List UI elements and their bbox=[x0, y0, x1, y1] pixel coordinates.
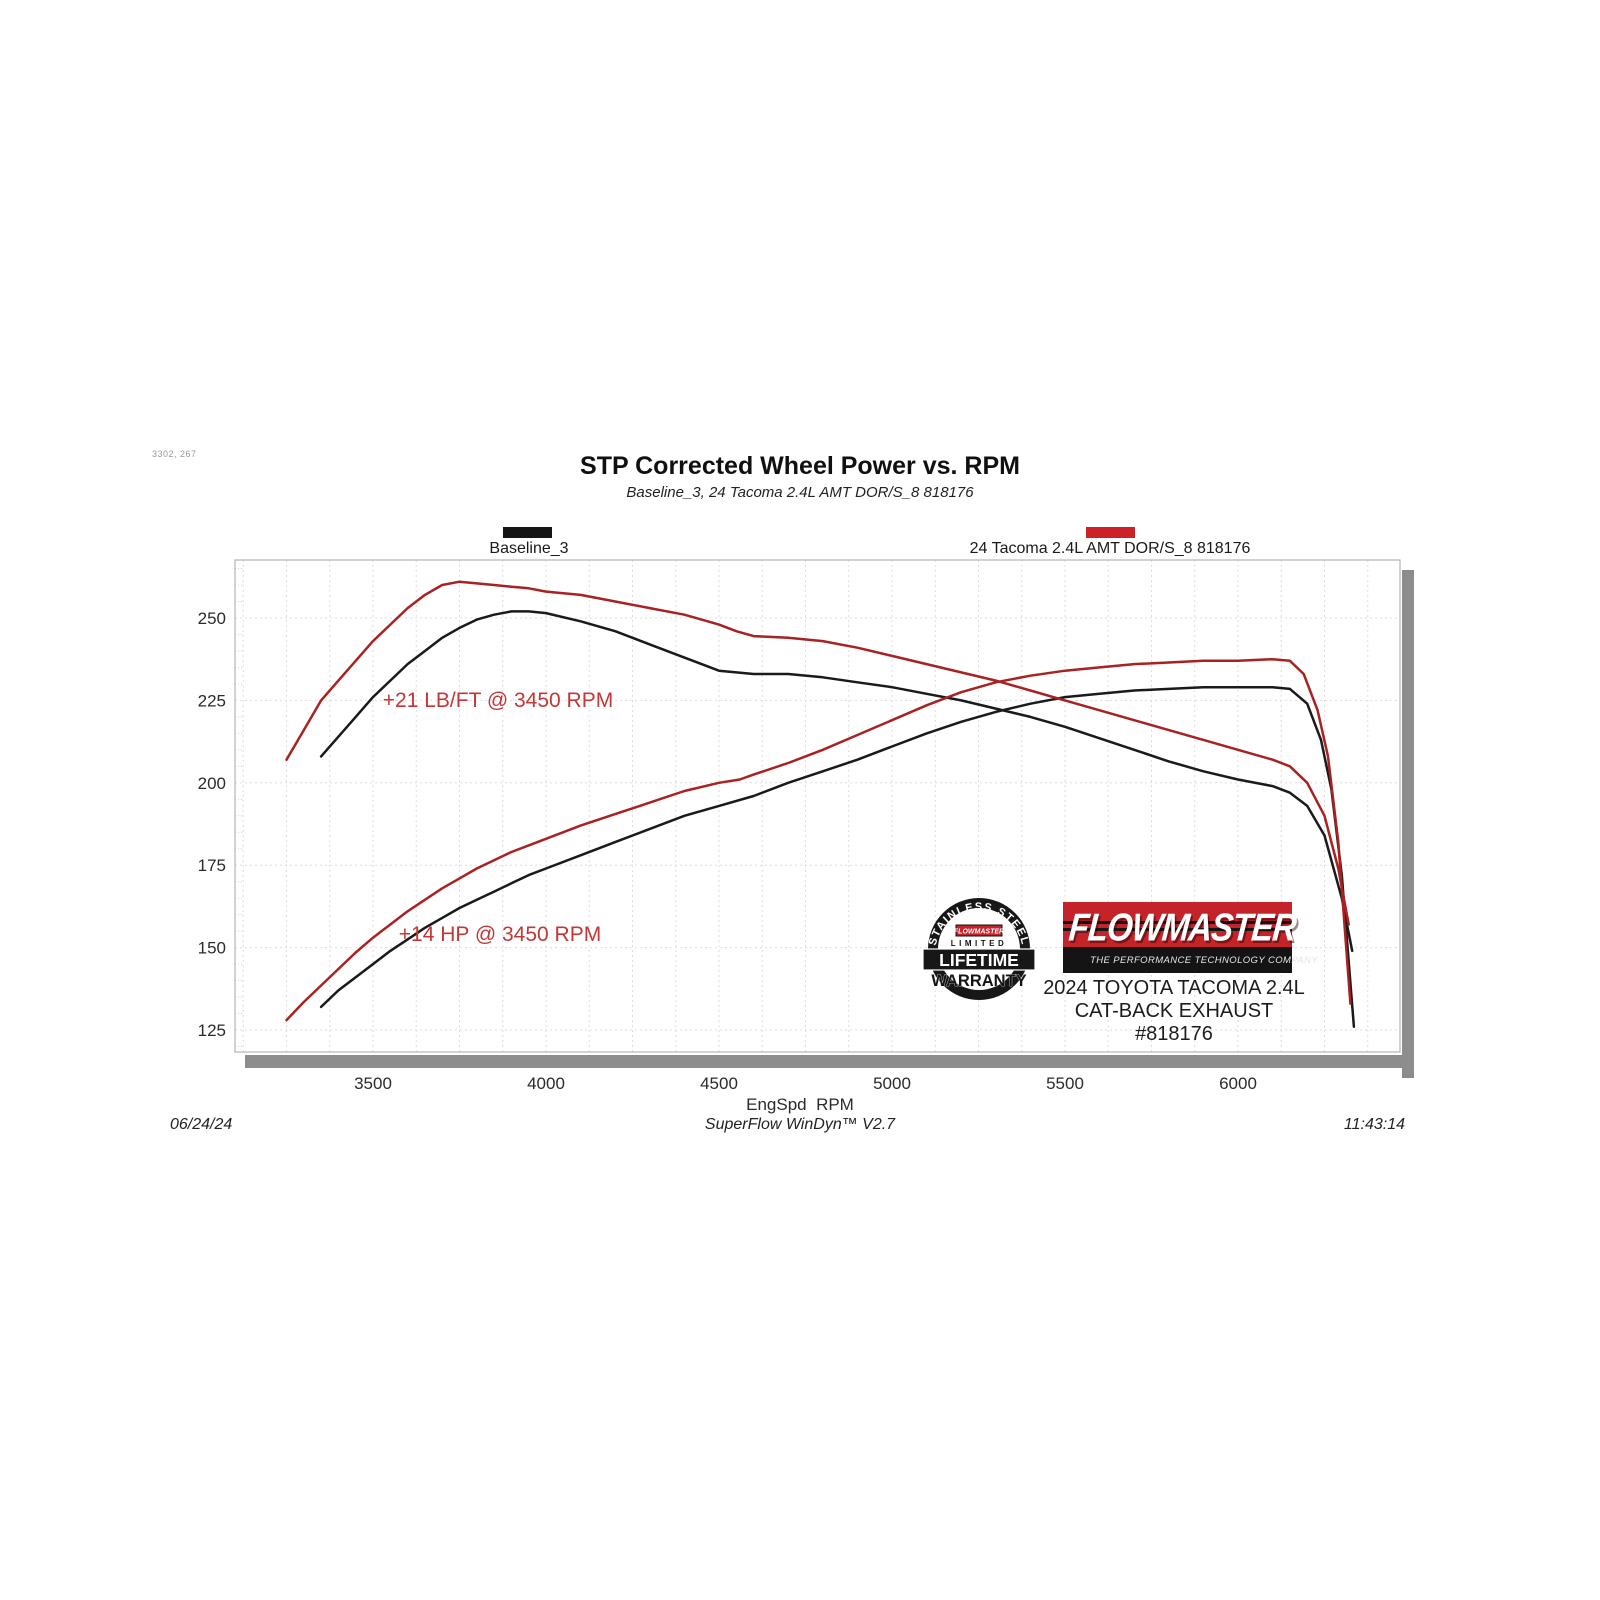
chart-shadow-right bbox=[1402, 570, 1414, 1078]
series-24-tacoma-2-4l-amt-dor-s-8-818176-torque-lb-ft- bbox=[285, 580, 1350, 926]
page-subtitle: Baseline_3, 24 Tacoma 2.4L AMT DOR/S_8 8… bbox=[626, 484, 974, 501]
hp-gain-annotation: +14 HP @ 3450 RPM bbox=[398, 923, 602, 946]
page-title: STP Corrected Wheel Power vs. RPM bbox=[580, 452, 1020, 480]
logo-stripe bbox=[1063, 928, 1292, 931]
legend-swatch-baseline bbox=[503, 527, 552, 538]
flowmaster-wordmark: FLOWMASTER bbox=[1067, 905, 1298, 949]
chart-shadow-bottom bbox=[245, 1055, 1414, 1068]
footer-date: 06/24/24 bbox=[170, 1116, 233, 1133]
y-tick-label: 250 bbox=[198, 609, 226, 628]
flowmaster-logo: FLOWMASTER THE PERFORMANCE TECHNOLOGY CO… bbox=[1063, 902, 1318, 973]
seal-lifetime-label: LIFETIME bbox=[939, 950, 1019, 970]
seal-warranty-label: WARRANTY bbox=[931, 972, 1026, 990]
y-tick-label: 225 bbox=[198, 691, 226, 710]
flowmaster-tagline: THE PERFORMANCE TECHNOLOGY COMPANY bbox=[1090, 955, 1319, 966]
footer-software-name: SuperFlow WinDyn™ V2.7 bbox=[704, 1116, 896, 1133]
lifetime-warranty-seal: STAINLESS STEEL FLOWMASTER LIMITED LIFET… bbox=[922, 898, 1036, 1000]
y-tick-label: 175 bbox=[198, 856, 226, 875]
footer-time: 11:43:14 bbox=[1343, 1116, 1405, 1133]
x-tick-label: 5500 bbox=[1046, 1074, 1084, 1093]
series-baseline-3-power-hp- bbox=[319, 685, 1356, 1028]
x-tick-label: 5000 bbox=[873, 1074, 911, 1093]
legend-swatch-tacoma bbox=[1086, 527, 1135, 538]
product-description: 2024 TOYOTA TACOMA 2.4L CAT-BACK EXHAUST… bbox=[1040, 977, 1308, 1046]
series-baseline-3-torque-lb-ft- bbox=[319, 610, 1354, 953]
x-tick-label: 3500 bbox=[354, 1074, 392, 1093]
seal-banner bbox=[922, 948, 1036, 971]
cursor-coordinate-readout: 3302, 267 bbox=[152, 449, 197, 459]
legend-label-tacoma: 24 Tacoma 2.4L AMT DOR/S_8 818176 bbox=[969, 540, 1251, 557]
x-tick-label: 6000 bbox=[1219, 1074, 1257, 1093]
x-axis-title: EngSpd RPM bbox=[746, 1095, 854, 1114]
logo-stripe bbox=[1063, 921, 1292, 924]
seal-brand-label: FLOWMASTER bbox=[954, 929, 1004, 936]
y-tick-label: 150 bbox=[198, 939, 226, 958]
legend-label-baseline: Baseline_3 bbox=[489, 540, 569, 557]
torque-gain-annotation: +21 LB/FT @ 3450 RPM bbox=[382, 689, 614, 712]
y-tick-label: 200 bbox=[198, 774, 226, 793]
series-24-tacoma-2-4l-amt-dor-s-8-818176-power-hp- bbox=[285, 657, 1352, 1022]
plot-border bbox=[234, 559, 1401, 1053]
product-line-1: 2024 TOYOTA TACOMA 2.4L bbox=[1043, 977, 1305, 999]
x-tick-label: 4500 bbox=[700, 1074, 738, 1093]
flowmaster-logo-red-band bbox=[1063, 902, 1292, 947]
seal-limited-label: LIMITED bbox=[951, 939, 1008, 948]
seal-brand-chip bbox=[955, 924, 1003, 937]
x-tick-label: 4000 bbox=[527, 1074, 565, 1093]
product-line-2: CAT-BACK EXHAUST #818176 bbox=[1074, 1000, 1274, 1045]
y-tick-label: 125 bbox=[198, 1021, 226, 1040]
